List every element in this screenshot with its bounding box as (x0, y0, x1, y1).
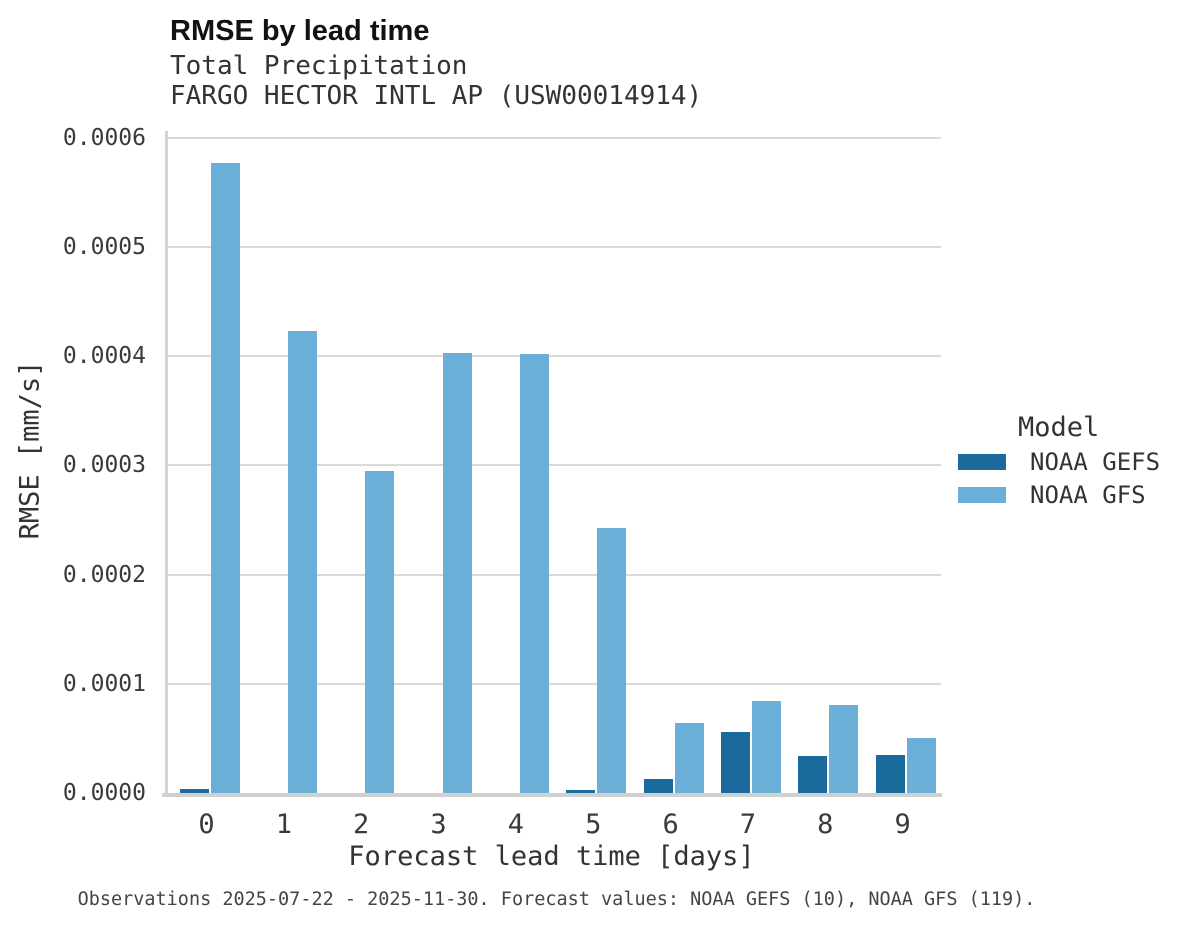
chart-subtitle-station: FARGO HECTOR INTL AP (USW00014914) (170, 80, 703, 111)
gridline-0.0001 (168, 682, 941, 685)
plot-area (162, 131, 942, 797)
bar-noaa-gfs-lead-1 (287, 331, 317, 793)
x-tick-label-2: 2 (353, 809, 370, 840)
x-tick-label-8: 8 (817, 809, 834, 840)
chart-subtitle-variable: Total Precipitation (170, 51, 468, 81)
bar-noaa-gfs-lead-8 (829, 705, 859, 793)
bar-noaa-gfs-lead-2 (365, 471, 395, 793)
bar-noaa-gfs-lead-5 (597, 528, 627, 793)
bar-noaa-gefs-lead-5 (566, 790, 596, 793)
legend-swatch-noaa-gefs (958, 454, 1006, 470)
y-tick-label-0.0006: 0.0006 (62, 124, 146, 151)
y-tick-label-0.0003: 0.0003 (62, 452, 146, 479)
x-axis-title: Forecast lead time [days] (348, 841, 755, 872)
bar-noaa-gfs-lead-9 (906, 738, 936, 793)
x-tick-label-3: 3 (430, 809, 447, 840)
gridline-0.0005 (168, 245, 941, 248)
bar-noaa-gefs-lead-0 (179, 789, 209, 793)
chart-header: RMSE by lead time Total Precipitation FA… (170, 14, 702, 111)
x-tick-label-1: 1 (275, 809, 292, 840)
bar-noaa-gefs-lead-7 (720, 732, 750, 793)
y-tick-label-0.0005: 0.0005 (62, 233, 146, 260)
y-tick-label-0.0002: 0.0002 (62, 561, 146, 588)
x-tick-label-6: 6 (662, 809, 679, 840)
x-axis-tick-labels: 0 1 2 3 4 5 6 7 8 9 (165, 810, 938, 840)
chart-title: RMSE by lead time (170, 15, 430, 47)
bar-noaa-gfs-lead-7 (751, 701, 781, 793)
legend-label-noaa-gefs: NOAA GEFS (1030, 448, 1161, 476)
y-axis-tick-labels: 0.0000 0.0001 0.0002 0.0003 0.0004 0.0005 0.00… (0, 125, 146, 807)
legend-swatch-noaa-gfs (958, 487, 1006, 503)
legend-item-noaa-gfs: NOAA GFS (958, 481, 1146, 509)
x-tick-label-9: 9 (894, 809, 911, 840)
y-tick-label-0.0000: 0.0000 (62, 780, 146, 806)
x-tick-label-0: 0 (198, 809, 215, 840)
bar-noaa-gefs-lead-8 (798, 756, 828, 793)
y-tick-label-0.0001: 0.0001 (62, 670, 146, 697)
y-tick-label-0.0004: 0.0004 (62, 343, 146, 369)
gridline-0.0004 (168, 355, 941, 357)
x-tick-label-4: 4 (507, 809, 525, 840)
bar-noaa-gfs-lead-4 (519, 354, 549, 793)
bar-noaa-gefs-lead-9 (875, 755, 905, 793)
bar-noaa-gfs-lead-0 (210, 163, 240, 793)
gridline-0.0002 (168, 573, 941, 576)
bar-noaa-gfs-lead-3 (442, 353, 472, 793)
gridline-0.0006 (168, 136, 941, 139)
legend-title: Model (1018, 412, 1100, 443)
legend-label-noaa-gfs: NOAA GFS (1030, 481, 1146, 509)
x-tick-label-7: 7 (739, 809, 757, 840)
bar-noaa-gfs-lead-6 (674, 723, 704, 793)
footnote: Observations 2025-07-22 - 2025-11-30. Fo… (77, 889, 1036, 910)
gridline-0.0003 (168, 464, 941, 467)
legend-item-noaa-gefs: NOAA GEFS (958, 448, 1161, 476)
x-axis-baseline (162, 793, 942, 797)
bar-noaa-gefs-lead-6 (643, 779, 673, 793)
x-tick-label-5: 5 (585, 809, 602, 840)
